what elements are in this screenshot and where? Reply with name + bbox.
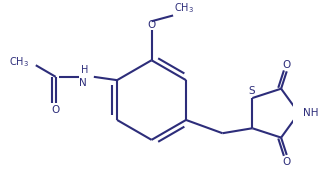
Text: O: O [283,60,291,70]
Text: H: H [82,65,89,75]
Text: O: O [147,20,156,30]
Text: CH$_3$: CH$_3$ [9,55,29,69]
Text: NH: NH [303,108,318,118]
Text: O: O [52,105,60,115]
Text: CH$_3$: CH$_3$ [174,1,194,15]
Text: O: O [283,157,291,167]
Text: S: S [248,86,255,96]
Text: N: N [80,78,87,88]
